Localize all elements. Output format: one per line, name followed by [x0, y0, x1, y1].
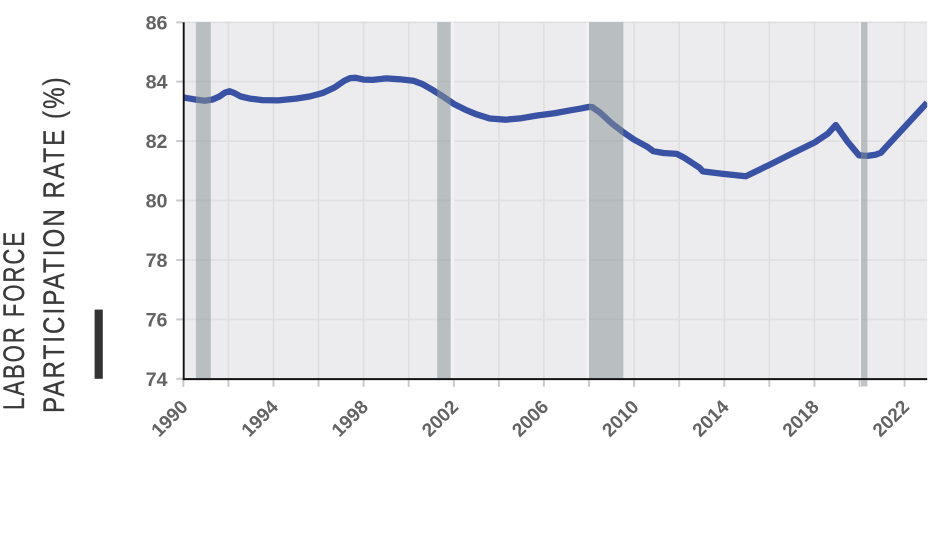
- svg-text:2010: 2010: [599, 397, 644, 442]
- svg-text:PARTICIPATION RATE (%): PARTICIPATION RATE (%): [38, 75, 71, 413]
- svg-text:84: 84: [146, 72, 168, 94]
- svg-text:1990: 1990: [148, 397, 193, 442]
- svg-text:82: 82: [146, 131, 168, 153]
- svg-text:2014: 2014: [689, 396, 734, 441]
- svg-text:1998: 1998: [328, 397, 373, 442]
- svg-text:LABOR FORCE: LABOR FORCE: [0, 230, 31, 410]
- svg-text:86: 86: [146, 12, 168, 34]
- svg-text:2002: 2002: [418, 397, 463, 442]
- svg-text:74: 74: [146, 369, 168, 391]
- svg-text:2022: 2022: [869, 397, 914, 442]
- svg-text:80: 80: [146, 191, 168, 213]
- svg-text:1994: 1994: [238, 396, 283, 441]
- svg-text:78: 78: [146, 250, 168, 272]
- svg-text:76: 76: [146, 310, 168, 332]
- svg-text:2018: 2018: [779, 397, 824, 442]
- svg-text:2006: 2006: [508, 397, 553, 442]
